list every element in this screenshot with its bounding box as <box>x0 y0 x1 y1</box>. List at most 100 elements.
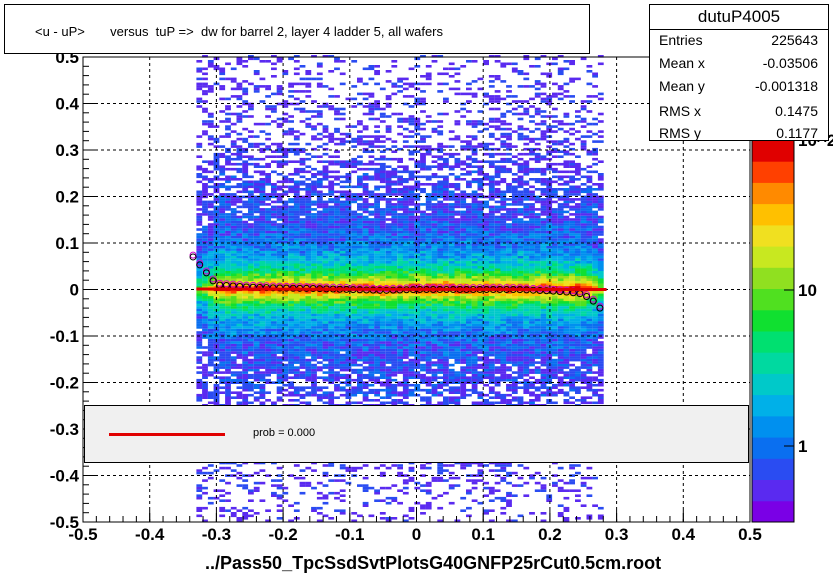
heatmap-cell <box>323 306 329 309</box>
heatmap-cell <box>363 168 369 171</box>
heatmap-cell <box>391 346 397 349</box>
heatmap-cell <box>271 369 277 372</box>
heatmap-cell <box>305 331 311 334</box>
heatmap-cell <box>265 133 271 136</box>
heatmap-cell <box>254 482 260 485</box>
heatmap-cell <box>340 108 346 111</box>
heatmap-cell <box>386 125 392 128</box>
heatmap-cell <box>225 354 231 357</box>
heatmap-cell <box>363 273 369 276</box>
heatmap-cell <box>311 223 317 226</box>
heatmap-cell <box>403 351 409 354</box>
heatmap-cell <box>254 258 260 261</box>
heatmap-cell <box>391 304 397 307</box>
heatmap-cell <box>311 324 317 327</box>
heatmap-cell <box>369 258 375 261</box>
heatmap-cell <box>323 316 329 319</box>
heatmap-cell <box>277 484 283 487</box>
heatmap-cell <box>414 386 420 389</box>
heatmap-cell <box>202 309 208 312</box>
heatmap-cell <box>225 356 231 359</box>
heatmap-cell <box>380 231 386 234</box>
heatmap-cell <box>363 356 369 359</box>
heatmap-cell <box>260 499 266 502</box>
heatmap-cell <box>380 366 386 369</box>
heatmap-cell <box>248 311 254 314</box>
heatmap-cell <box>260 301 266 304</box>
heatmap-cell <box>300 331 306 334</box>
heatmap-cell <box>380 221 386 224</box>
heatmap-cell <box>300 246 306 249</box>
heatmap-cell <box>409 256 415 259</box>
heatmap-cell <box>357 386 363 389</box>
heatmap-cell <box>403 394 409 397</box>
heatmap-cell <box>340 271 346 274</box>
heatmap-cell <box>409 294 415 297</box>
heatmap-cell <box>271 263 277 266</box>
heatmap-cell <box>420 344 426 347</box>
heatmap-cell <box>437 384 443 387</box>
heatmap-cell <box>374 359 380 362</box>
heatmap-cell <box>277 278 283 281</box>
heatmap-cell <box>363 218 369 221</box>
heatmap-cell <box>271 273 277 276</box>
heatmap-cell <box>397 359 403 362</box>
heatmap-cell <box>346 389 352 392</box>
heatmap-cell <box>432 296 438 299</box>
heatmap-cell <box>340 494 346 497</box>
heatmap-cell <box>380 389 386 392</box>
heatmap-cell <box>237 386 243 389</box>
heatmap-cell <box>260 346 266 349</box>
heatmap-cell <box>403 356 409 359</box>
heatmap-cell <box>328 256 334 259</box>
heatmap-cell <box>386 379 392 382</box>
heatmap-cell <box>265 263 271 266</box>
heatmap-cell <box>409 115 415 118</box>
heatmap-cell <box>311 351 317 354</box>
heatmap-cell <box>357 515 363 518</box>
heatmap-cell <box>311 188 317 191</box>
heatmap-cell <box>225 384 231 387</box>
heatmap-cell <box>346 263 352 266</box>
heatmap-cell <box>237 171 243 174</box>
heatmap-cell <box>260 379 266 382</box>
heatmap-cell <box>242 479 248 482</box>
heatmap-cell <box>357 467 363 470</box>
heatmap-cell <box>305 178 311 181</box>
heatmap-cell <box>277 188 283 191</box>
heatmap-cell <box>340 233 346 236</box>
heatmap-cell <box>317 181 323 184</box>
heatmap-cell <box>248 248 254 251</box>
heatmap-cell <box>317 223 323 226</box>
heatmap-cell <box>386 341 392 344</box>
heatmap-cell <box>369 248 375 251</box>
heatmap-cell <box>351 105 357 108</box>
heatmap-cell <box>277 371 283 374</box>
heatmap-cell <box>397 356 403 359</box>
heatmap-cell <box>369 389 375 392</box>
heatmap-cell <box>254 314 260 317</box>
heatmap-cell <box>294 150 300 153</box>
heatmap-cell <box>397 80 403 83</box>
heatmap-cell <box>346 133 352 136</box>
heatmap-cell <box>242 306 248 309</box>
heatmap-cell <box>386 201 392 204</box>
heatmap-cell <box>294 246 300 249</box>
heatmap-cell <box>340 366 346 369</box>
heatmap-cell <box>219 273 225 276</box>
heatmap-cell <box>288 266 294 269</box>
heatmap-cell <box>386 299 392 302</box>
heatmap-cell <box>340 203 346 206</box>
heatmap-cell <box>225 213 231 216</box>
heatmap-cell <box>288 218 294 221</box>
heatmap-cell <box>426 243 432 246</box>
heatmap-cell <box>254 223 260 226</box>
heatmap-cell <box>437 206 443 209</box>
heatmap-cell <box>334 203 340 206</box>
heatmap-cell <box>351 165 357 168</box>
heatmap-cell <box>369 306 375 309</box>
heatmap-cell <box>254 384 260 387</box>
heatmap-cell <box>311 193 317 196</box>
heatmap-cell <box>346 193 352 196</box>
heatmap-cell <box>432 193 438 196</box>
